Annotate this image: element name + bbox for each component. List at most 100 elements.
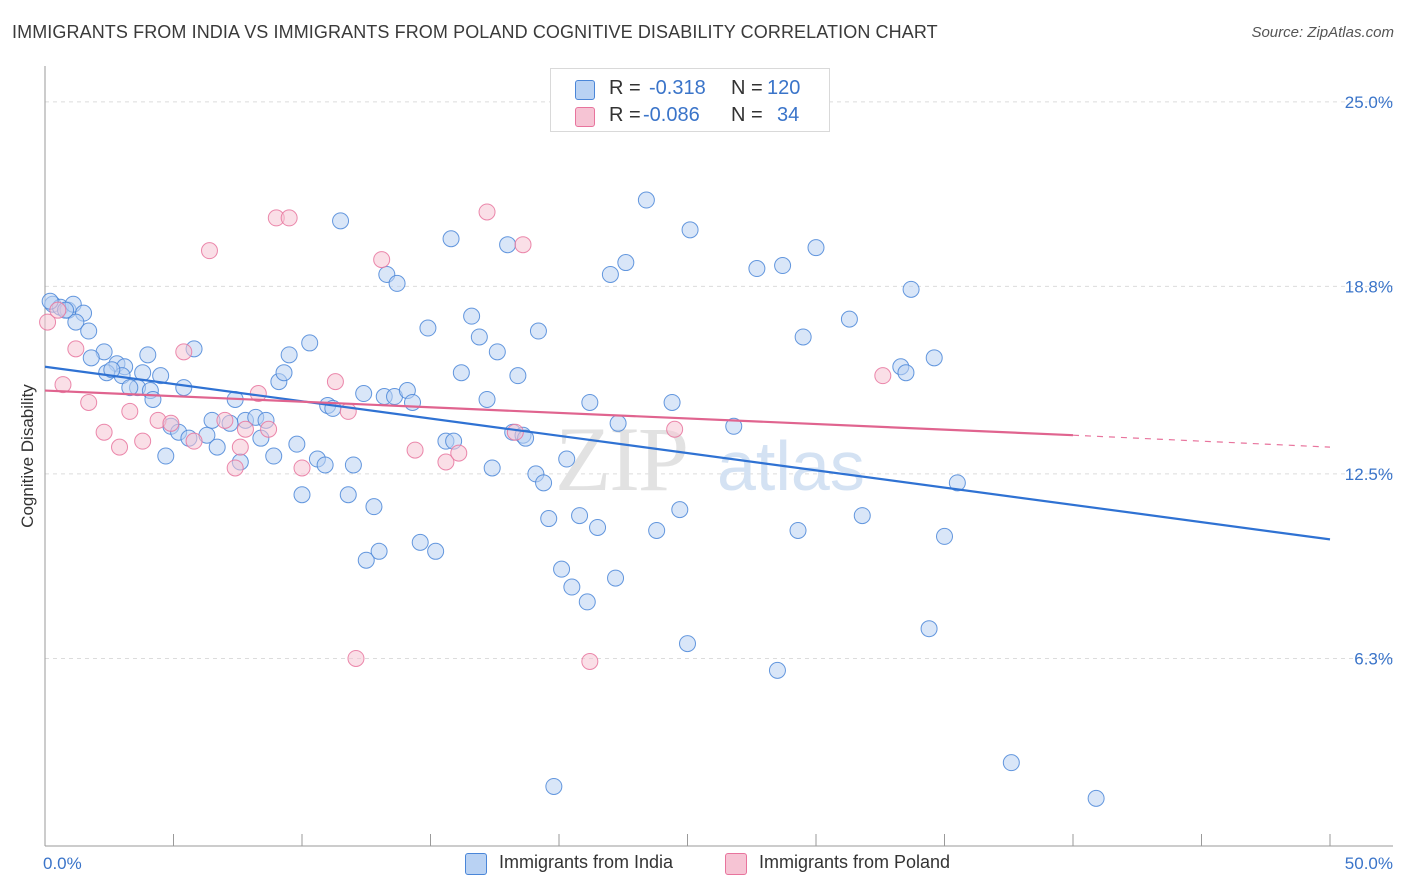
- india-point: [463, 307, 481, 325]
- india-point: [499, 236, 517, 254]
- india-point: [853, 507, 871, 525]
- india-point: [175, 379, 193, 397]
- india-point: [483, 459, 501, 477]
- india-point: [679, 635, 696, 653]
- poland-point: [406, 441, 424, 459]
- poland-point: [450, 444, 468, 462]
- poland-point: [95, 423, 113, 441]
- india-point: [370, 542, 388, 560]
- india-point: [427, 542, 445, 560]
- poland-point: [216, 411, 234, 429]
- y-tick-label-2: 18.8%: [1345, 277, 1393, 296]
- india-point: [637, 191, 655, 209]
- india-point: [509, 367, 527, 385]
- india-point: [607, 569, 625, 587]
- poland-point: [478, 203, 496, 221]
- india-point: [365, 498, 383, 516]
- india-point: [578, 593, 596, 611]
- r-value-poland: -0.086: [643, 104, 700, 126]
- poland-point: [326, 373, 344, 391]
- india-point: [139, 346, 157, 364]
- y-tick-label-0: 6.3%: [1354, 649, 1393, 668]
- india-point: [275, 364, 293, 382]
- x-tick-label-0: 0.0%: [43, 854, 82, 873]
- india-point: [344, 456, 362, 474]
- india-point: [794, 328, 812, 346]
- india-point: [535, 474, 553, 492]
- poland-point: [347, 649, 365, 667]
- india-point: [601, 265, 619, 283]
- india-point: [80, 322, 98, 340]
- india-point: [925, 349, 943, 367]
- poland-point: [226, 459, 244, 477]
- india-point: [293, 486, 311, 504]
- poland-point: [666, 420, 684, 438]
- india-point: [152, 367, 170, 385]
- poland-point: [80, 393, 98, 411]
- poland-point: [373, 251, 391, 269]
- chart-title: IMMIGRANTS FROM INDIA VS IMMIGRANTS FROM…: [12, 22, 938, 42]
- india-point: [103, 361, 121, 379]
- india-point: [545, 777, 563, 795]
- y-tick-label-1: 12.5%: [1345, 465, 1393, 484]
- r-label: R =: [609, 104, 641, 126]
- poland-point: [280, 209, 298, 227]
- n-label: N =: [731, 77, 763, 99]
- poland-point: [514, 236, 532, 254]
- india-point: [452, 364, 470, 382]
- n-value-poland: 34: [777, 104, 800, 126]
- poland-point: [506, 423, 524, 441]
- india-point: [411, 533, 429, 551]
- india-point: [1087, 789, 1105, 807]
- india-point: [529, 322, 547, 340]
- n-value-india: 120: [767, 77, 801, 99]
- india-point: [671, 501, 689, 519]
- india-point: [121, 379, 139, 397]
- stats-row-india: R = -0.318 N = 120: [551, 76, 829, 102]
- chart-source: Source: ZipAtlas.com: [1251, 24, 1394, 41]
- india-point: [301, 334, 319, 352]
- india-point: [571, 507, 589, 525]
- india-point: [617, 254, 635, 272]
- india-point: [265, 447, 283, 465]
- india-point: [332, 212, 350, 230]
- stats-swatch-india: [575, 80, 595, 100]
- india-point: [157, 447, 175, 465]
- y-tick-label-3: 25.0%: [1345, 93, 1393, 112]
- trend-lines: [44, 365, 1331, 541]
- poland-point: [134, 432, 152, 450]
- india-point: [774, 257, 792, 275]
- poland-point: [67, 340, 85, 358]
- poland-point: [175, 343, 193, 361]
- india-point: [902, 280, 920, 298]
- axes: [44, 66, 1393, 847]
- legend-label-poland: Immigrants from Poland: [759, 852, 951, 872]
- india-point: [419, 319, 437, 337]
- india-point: [648, 521, 666, 539]
- poland-point: [185, 432, 203, 450]
- poland-point: [121, 402, 139, 420]
- india-point: [725, 417, 743, 435]
- stats-box: R = -0.318 N = 120 R = -0.086 N = 34: [550, 68, 830, 132]
- india-point: [948, 474, 966, 492]
- india-point: [470, 328, 488, 346]
- poland-point: [236, 420, 254, 438]
- india-point: [488, 343, 506, 361]
- series-poland-points: [39, 203, 892, 670]
- stats-swatch-poland: [575, 107, 595, 127]
- india-point: [563, 578, 581, 596]
- india-point: [208, 438, 226, 456]
- r-value-india: -0.318: [649, 77, 706, 99]
- legend-label-india: Immigrants from India: [499, 852, 674, 872]
- poland-point: [111, 438, 129, 456]
- poland-point: [581, 652, 599, 670]
- legend-swatch-poland: [725, 853, 747, 875]
- trendline-india: [44, 365, 1331, 541]
- india-point: [807, 239, 825, 257]
- poland-point: [293, 459, 311, 477]
- india-point: [609, 414, 627, 432]
- india-point: [442, 230, 460, 248]
- trendline-poland: [44, 389, 1074, 437]
- poland-point: [874, 367, 892, 385]
